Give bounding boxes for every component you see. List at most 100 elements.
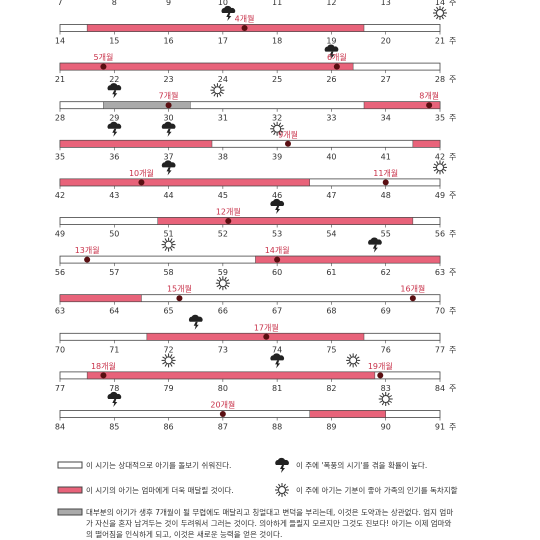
ray — [164, 247, 168, 251]
month-dot — [84, 256, 91, 263]
ray — [441, 16, 444, 20]
ray — [285, 491, 289, 494]
week-label: 26 — [326, 75, 336, 84]
ray — [346, 361, 350, 365]
sun — [213, 86, 222, 95]
ray — [356, 361, 360, 365]
month-label: 6개월 — [327, 52, 347, 62]
week-label: 18 — [272, 37, 282, 46]
storm-icon — [188, 314, 203, 330]
week-label: 87 — [218, 423, 228, 432]
ray — [436, 170, 439, 174]
ray — [218, 286, 222, 290]
bolt — [275, 206, 281, 214]
ray — [354, 354, 358, 358]
ray — [226, 279, 230, 282]
week-label: 28 — [435, 75, 445, 84]
unit: 주 — [449, 268, 456, 277]
week-label: 36 — [109, 152, 119, 161]
month-dot — [333, 63, 340, 70]
week-label: 50 — [109, 230, 119, 239]
week-label: 55 — [381, 230, 391, 239]
ray — [216, 284, 220, 288]
week-label: 70 — [55, 345, 65, 354]
week-label: 54 — [326, 230, 336, 239]
week-label: 64 — [109, 307, 119, 316]
week-label: 62 — [381, 268, 391, 277]
week-label: 53 — [272, 230, 282, 239]
week-label: 74 — [272, 345, 282, 354]
week-label: 78 — [109, 384, 119, 393]
sun-icon — [161, 353, 176, 368]
segment — [59, 178, 310, 187]
week-label: 66 — [218, 307, 228, 316]
unit: 주 — [449, 230, 456, 239]
segment — [157, 217, 414, 225]
sun-icon — [215, 276, 230, 291]
bolt — [166, 128, 172, 137]
month-dot — [274, 256, 281, 263]
sun — [278, 486, 286, 494]
week-label: 27 — [381, 75, 391, 84]
week-label: 76 — [381, 345, 391, 354]
week-label: 45 — [218, 191, 228, 200]
month-label: 16개월 — [400, 284, 425, 294]
sun — [436, 9, 444, 17]
week-label: 61 — [326, 268, 336, 277]
bolt — [112, 399, 118, 407]
week-label: 70 — [435, 307, 445, 316]
week-label: 47 — [326, 191, 336, 200]
segment — [412, 140, 441, 148]
week-label: 86 — [163, 423, 173, 432]
week-label: 24 — [218, 75, 228, 84]
month-label: 19개월 — [368, 361, 393, 371]
week-label: 57 — [109, 268, 119, 277]
ray — [171, 361, 175, 365]
month-dot — [100, 63, 107, 70]
segment — [363, 101, 441, 109]
ray — [270, 124, 274, 128]
ray — [349, 354, 352, 358]
week-label: 84 — [435, 384, 445, 393]
cloud — [368, 237, 382, 245]
ray — [285, 486, 289, 489]
ray — [278, 122, 282, 126]
week-label: 37 — [163, 152, 173, 161]
storm-icon — [161, 121, 176, 137]
ray — [381, 392, 385, 396]
week-label: 12 — [326, 0, 336, 7]
ray — [224, 276, 227, 280]
cloud — [161, 121, 176, 129]
week-label: 81 — [272, 384, 282, 393]
ray — [387, 392, 390, 396]
ray — [379, 400, 383, 403]
storm-icon — [161, 160, 176, 176]
week-label: 17 — [218, 37, 228, 46]
ray — [226, 284, 230, 288]
week-label: 29 — [109, 114, 119, 123]
storm-icon — [107, 391, 122, 407]
legend-text: 이 시기는 상대적으로 아기를 돌보기 쉬워진다. — [86, 461, 232, 470]
segment — [255, 255, 441, 264]
sun-icon — [378, 392, 393, 406]
unit: 주 — [449, 75, 456, 84]
week-label: 22 — [109, 75, 119, 84]
month-dot — [100, 372, 107, 379]
legend-text: 이 주에 '폭풍의 시기'를 겪을 확률이 높다. — [296, 461, 428, 470]
month-label: 7개월 — [159, 91, 179, 101]
ray — [270, 130, 274, 133]
month-dot — [241, 25, 248, 31]
ray — [278, 493, 281, 497]
month-dot — [138, 179, 145, 186]
ray — [218, 93, 222, 97]
ray — [218, 83, 222, 87]
cloud — [188, 314, 203, 322]
cloud — [270, 198, 285, 206]
ray — [433, 9, 437, 12]
week-label: 48 — [381, 191, 391, 200]
month-dot — [426, 102, 433, 109]
week-label: 32 — [272, 114, 282, 123]
month-label: 12개월 — [216, 207, 241, 217]
ray — [273, 122, 276, 126]
week-label: 42 — [55, 191, 65, 200]
